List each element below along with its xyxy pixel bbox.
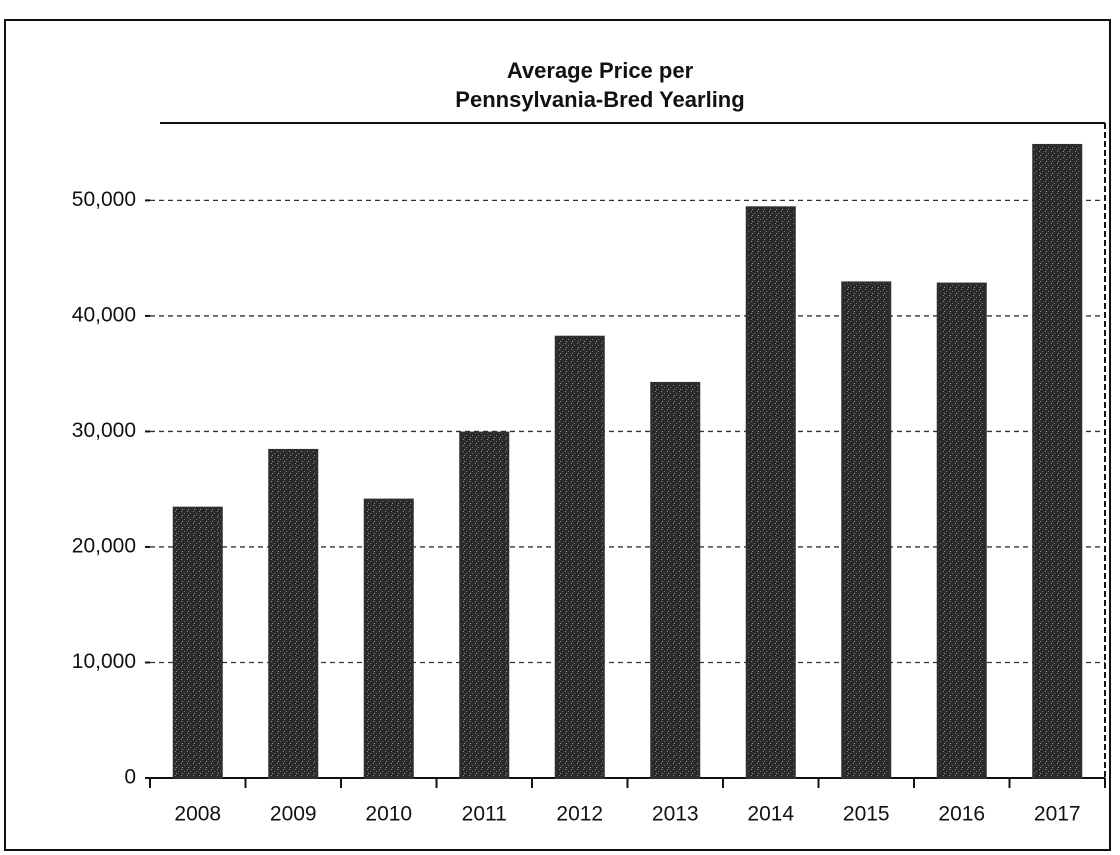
x-tick-label: 2014: [747, 803, 794, 826]
y-tick-label: 20,000: [72, 535, 136, 558]
y-tick-label: 40,000: [72, 303, 136, 326]
bar: [554, 335, 605, 779]
y-tick-label: 50,000: [72, 188, 136, 211]
frame: [4, 19, 1111, 851]
bar: [172, 506, 223, 779]
x-tick-label: 2011: [462, 803, 507, 826]
y-tick-label: 0: [124, 766, 136, 789]
x-tick-label: 2013: [652, 803, 699, 826]
bar: [841, 281, 892, 779]
bar: [650, 381, 701, 779]
bar: [1032, 143, 1083, 779]
x-tick-label: 2017: [1034, 803, 1081, 826]
x-tick-label: 2016: [938, 803, 985, 826]
bar: [268, 448, 319, 779]
y-tick-label: 30,000: [72, 419, 136, 442]
bar: [363, 498, 414, 779]
y-tick-label: 10,000: [72, 650, 136, 673]
chart-title: Average Price per: [507, 58, 694, 83]
x-tick-label: 2015: [843, 803, 890, 826]
x-tick-label: 2008: [174, 803, 221, 826]
x-tick-label: 2009: [270, 803, 317, 826]
x-tick-label: 2010: [365, 803, 412, 826]
x-tick-label: 2012: [556, 803, 603, 826]
bar: [459, 431, 510, 779]
bar: [936, 282, 987, 779]
bar: [745, 206, 796, 779]
chart-title: Pennsylvania-Bred Yearling: [455, 87, 744, 112]
